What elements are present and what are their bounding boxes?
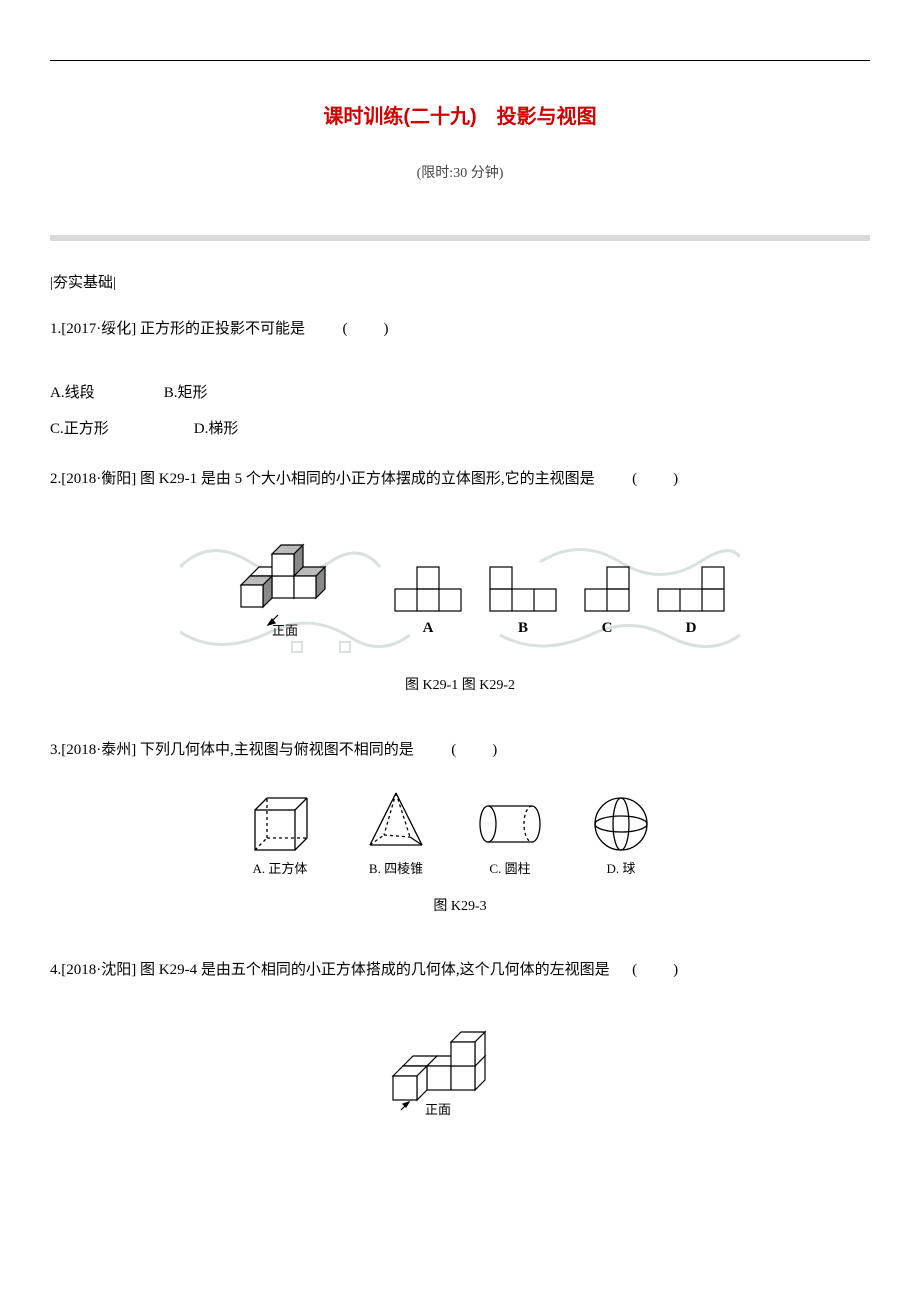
q1-options-row2: C.正方形 D.梯形	[50, 417, 870, 441]
q3-optB-label: B. 四棱锥	[369, 861, 423, 876]
q2-optA-label: A	[423, 620, 434, 636]
q4-front-label: 正面	[425, 1102, 451, 1117]
q2-text: 2.[2018·衡阳] 图 K29-1 是由 5 个大小相同的小正方体摆成的立体…	[50, 471, 595, 487]
q3-text: 3.[2018·泰州] 下列几何体中,主视图与俯视图不相同的是	[50, 742, 414, 758]
q2-figure: 正面 A B C D	[50, 517, 870, 667]
q4-figure: 正面	[50, 1008, 870, 1118]
q1-optC: C.正方形	[50, 417, 190, 441]
q2-front-label: 正面	[272, 623, 298, 638]
q2-caption: 图 K29-1 图 K29-2	[50, 675, 870, 697]
q3-figure: A. 正方体 B. 四棱锥 C. 圆柱 D. 球	[50, 788, 870, 888]
section-label: |夯实基础|	[50, 271, 870, 295]
q1: 1.[2017·绥化] 正方形的正投影不可能是 ( )	[50, 317, 870, 341]
q4: 4.[2018·沈阳] 图 K29-4 是由五个相同的小正方体搭成的几何体,这个…	[50, 958, 870, 982]
q4-svg: 正面	[385, 1008, 535, 1118]
q2-optD-label: D	[686, 620, 697, 636]
q1-text: 1.[2017·绥化] 正方形的正投影不可能是	[50, 321, 305, 337]
q2-optC-label: C	[602, 620, 613, 636]
section-bar	[50, 235, 870, 241]
q2: 2.[2018·衡阳] 图 K29-1 是由 5 个大小相同的小正方体摆成的立体…	[50, 467, 870, 491]
q2-svg: 正面 A B C D	[180, 517, 740, 667]
q4-blank: ( )	[632, 962, 680, 978]
q1-optD: D.梯形	[194, 417, 239, 441]
q3-optD-label: D. 球	[607, 861, 636, 876]
q3-caption: 图 K29-3	[50, 896, 870, 918]
page-subtitle: (限时:30 分钟)	[50, 163, 870, 185]
q3: 3.[2018·泰州] 下列几何体中,主视图与俯视图不相同的是 ( )	[50, 738, 870, 762]
q4-text: 4.[2018·沈阳] 图 K29-4 是由五个相同的小正方体搭成的几何体,这个…	[50, 962, 610, 978]
header-rule	[50, 60, 870, 61]
q1-optA: A.线段	[50, 381, 160, 405]
q3-optA-label: A. 正方体	[253, 861, 308, 876]
q3-optC-label: C. 圆柱	[489, 861, 530, 876]
q2-optB-label: B	[518, 620, 528, 636]
q2-blank: ( )	[632, 471, 680, 487]
page-title: 课时训练(二十九) 投影与视图	[50, 101, 870, 133]
q1-blank: ( )	[343, 321, 391, 337]
q1-optB: B.矩形	[164, 381, 208, 405]
q1-options-row1: A.线段 B.矩形	[50, 381, 870, 405]
q3-svg: A. 正方体 B. 四棱锥 C. 圆柱 D. 球	[235, 788, 685, 888]
q3-blank: ( )	[451, 742, 499, 758]
